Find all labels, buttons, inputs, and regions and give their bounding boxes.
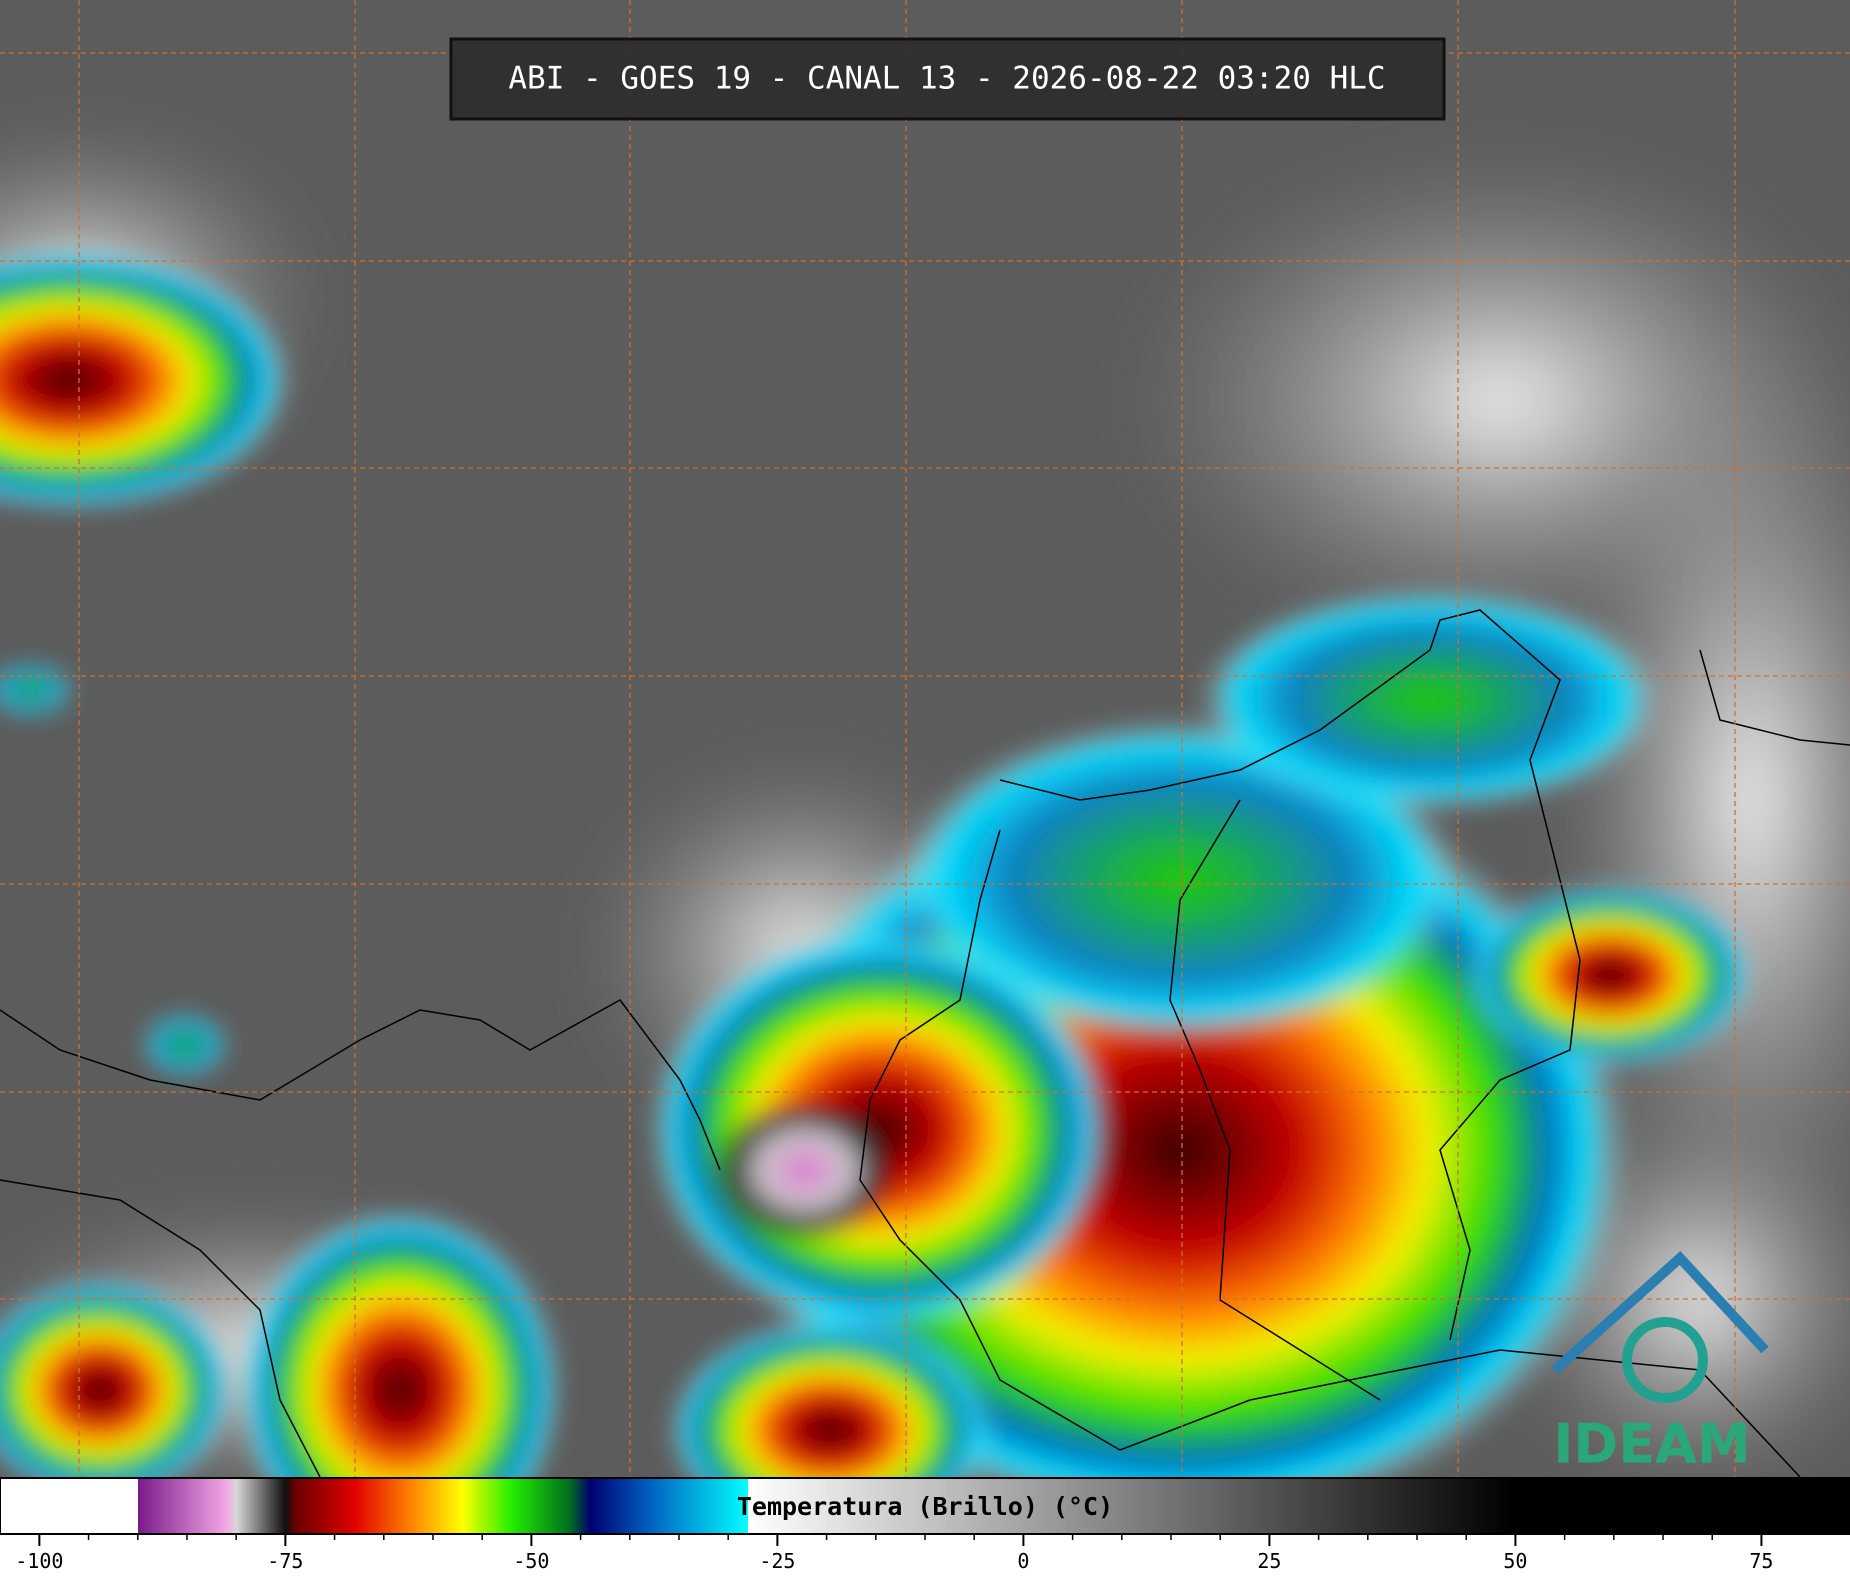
tick-label: -75 [267, 1549, 303, 1573]
tick-label: 25 [1257, 1549, 1281, 1573]
title-box [449, 37, 1446, 121]
logo-roof [1551, 1250, 1769, 1374]
colorbar-label: Temperatura (Brillo) (°C) [737, 1492, 1113, 1521]
tick-label: -50 [513, 1549, 549, 1573]
tick-label: 0 [1017, 1549, 1029, 1573]
lat-lon-grid [0, 0, 1850, 1477]
tick-label: 75 [1749, 1549, 1773, 1573]
tick-label: -25 [759, 1549, 795, 1573]
logo-swirl [1622, 1317, 1708, 1403]
logo-text: IDEAM [1553, 1413, 1750, 1476]
tick-label: 50 [1503, 1549, 1527, 1573]
borders [0, 609, 1850, 1478]
title: ABI - GOES 19 - CANAL 13 - 2026-08-22 03… [508, 61, 1385, 97]
colorbar-axis: -100 -75 -50 -25 0 25 50 75 [15, 1534, 1773, 1573]
tick-label: -100 [15, 1549, 63, 1573]
logo: IDEAM [1551, 1250, 1769, 1476]
